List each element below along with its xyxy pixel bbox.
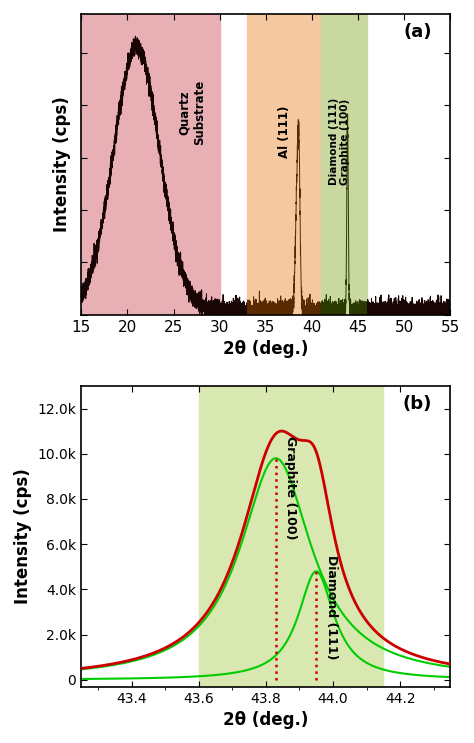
Text: (a): (a) [403, 23, 432, 41]
Text: Al (111): Al (111) [278, 106, 291, 158]
Text: Graphite (100): Graphite (100) [284, 436, 297, 539]
Bar [321, 14, 367, 315]
Text: Quartz
Substrate: Quartz Substrate [178, 80, 206, 146]
X-axis label: 2θ (deg.): 2θ (deg.) [223, 340, 309, 358]
Text: (b): (b) [402, 395, 432, 413]
Y-axis label: Intensity (cps): Intensity (cps) [14, 468, 32, 604]
Bar [81, 14, 219, 315]
Bar [247, 14, 321, 315]
Y-axis label: Intensity (cps): Intensity (cps) [53, 97, 71, 232]
Bar [199, 386, 383, 687]
Text: Diamond (111)
Graphite (100): Diamond (111) Graphite (100) [328, 98, 350, 185]
Text: Diamond (111): Diamond (111) [325, 555, 337, 660]
X-axis label: 2θ (deg.): 2θ (deg.) [223, 711, 309, 729]
